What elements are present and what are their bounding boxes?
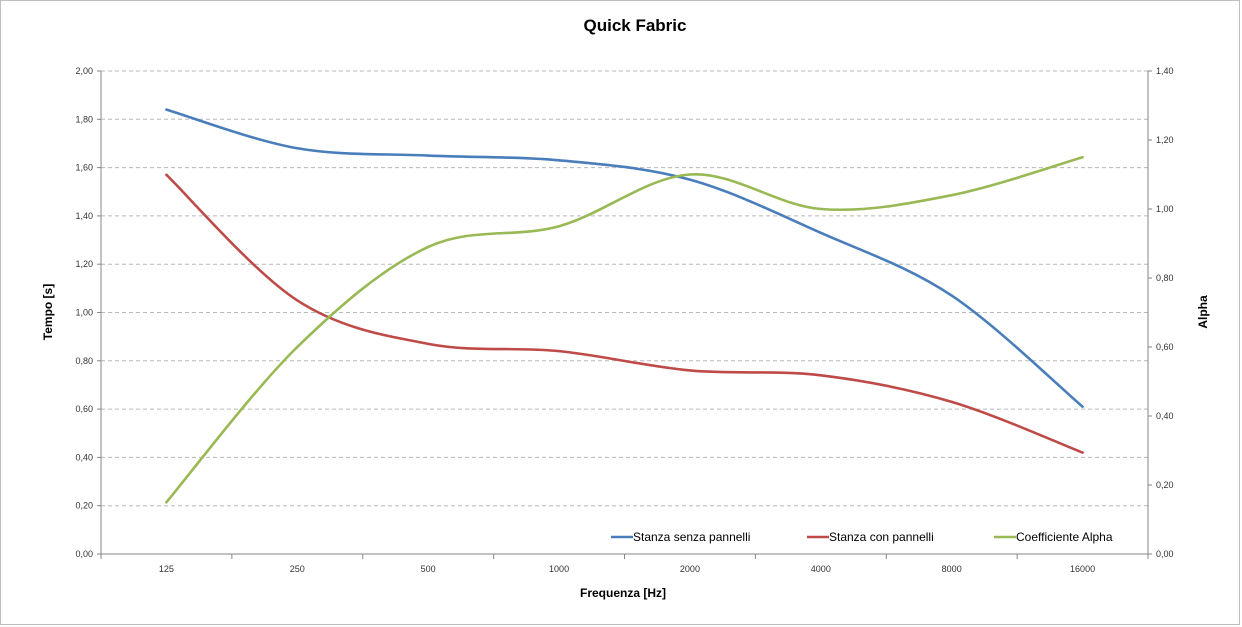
legend-label: Stanza senza pannelli bbox=[633, 530, 750, 544]
y-axis-title: Tempo [s] bbox=[41, 284, 55, 340]
series-layer bbox=[165, 108, 1084, 504]
y-tick-label: 0,60 bbox=[75, 404, 93, 414]
x-tick-label: 4000 bbox=[811, 564, 831, 574]
y-tick-label: 0,20 bbox=[75, 501, 93, 511]
data-point bbox=[819, 207, 823, 211]
data-point bbox=[165, 501, 168, 504]
data-point bbox=[426, 342, 430, 346]
data-point bbox=[688, 178, 692, 181]
data-point bbox=[950, 194, 953, 197]
data-point bbox=[1081, 405, 1084, 408]
y-tick-label: 0,40 bbox=[75, 452, 93, 462]
x-tick-label: 500 bbox=[421, 564, 436, 574]
data-point bbox=[688, 173, 692, 176]
y2-axis-title: Alpha bbox=[1196, 295, 1210, 329]
data-point bbox=[819, 374, 823, 377]
y-tick-label: 1,00 bbox=[75, 308, 93, 318]
legend-label: Stanza con pannelli bbox=[829, 530, 934, 544]
y2-tick-label: 0,80 bbox=[1156, 273, 1174, 283]
data-point bbox=[557, 225, 561, 228]
y2-tick-label: 0,40 bbox=[1156, 411, 1174, 421]
x-tick-label: 125 bbox=[159, 564, 174, 574]
axis-layer: 0,00 0,20 0,40 0,60 0,80 1,00 1,20 1,40 1,60 1,80… bbox=[75, 66, 1173, 574]
data-point bbox=[296, 147, 299, 150]
y2-tick-label: 1,00 bbox=[1156, 204, 1174, 214]
y-tick-label: 1,40 bbox=[75, 211, 93, 221]
y2-tick-label: 0,60 bbox=[1156, 342, 1174, 352]
chart-title: Quick Fabric bbox=[584, 16, 687, 35]
y2-tick-label: 1,40 bbox=[1156, 66, 1174, 76]
x-tick-label: 8000 bbox=[942, 564, 962, 574]
x-tick-label: 16000 bbox=[1070, 564, 1095, 574]
y-tick-label: 1,80 bbox=[75, 114, 93, 124]
x-axis-title: Frequenza [Hz] bbox=[580, 586, 666, 600]
y-tick-label: 0,00 bbox=[75, 549, 93, 559]
data-point bbox=[819, 231, 823, 235]
x-tick-label: 250 bbox=[290, 564, 305, 574]
data-point bbox=[426, 245, 430, 249]
data-point bbox=[1081, 156, 1084, 159]
data-point bbox=[950, 294, 953, 297]
data-point bbox=[950, 400, 953, 404]
legend: Stanza senza pannelli Stanza con pannelli… bbox=[611, 530, 1113, 544]
y-tick-label: 1,20 bbox=[75, 259, 93, 269]
y-tick-label: 0,80 bbox=[75, 356, 93, 366]
y2-tick-label: 0,20 bbox=[1156, 480, 1174, 490]
data-point bbox=[426, 154, 430, 157]
data-point bbox=[296, 299, 299, 302]
series-line-2 bbox=[165, 173, 1084, 454]
series-line-3 bbox=[165, 155, 1084, 504]
grid-layer bbox=[101, 70, 1148, 507]
y2-tick-label: 0,00 bbox=[1156, 549, 1174, 559]
y-tick-label: 2,00 bbox=[75, 66, 93, 76]
data-point bbox=[688, 369, 692, 372]
legend-label: Coefficiente Alpha bbox=[1016, 530, 1113, 544]
data-point bbox=[165, 108, 168, 111]
data-point bbox=[557, 349, 561, 353]
data-point bbox=[296, 345, 299, 349]
x-tick-label: 1000 bbox=[549, 564, 569, 574]
x-tick-label: 2000 bbox=[680, 564, 700, 574]
data-point bbox=[557, 159, 561, 162]
data-point bbox=[1081, 451, 1084, 454]
data-point bbox=[165, 173, 168, 177]
y-tick-label: 1,60 bbox=[75, 163, 93, 173]
y2-tick-label: 1,20 bbox=[1156, 135, 1174, 145]
